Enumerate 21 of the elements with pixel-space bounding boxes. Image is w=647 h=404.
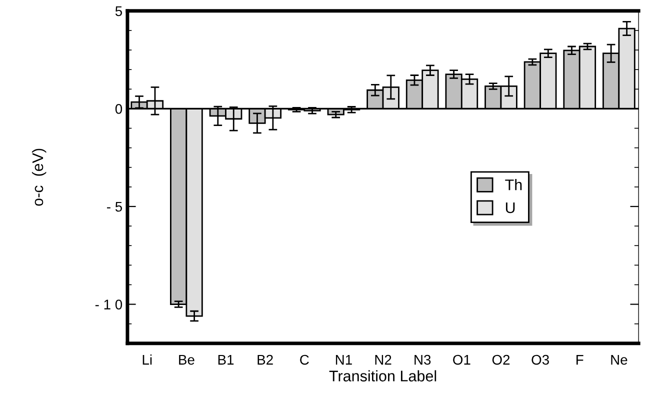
x-tick-label: Be <box>179 355 194 365</box>
legend-label: U <box>506 202 515 214</box>
y-tick-label: 5 <box>115 6 122 16</box>
x-tick-label: N1 <box>336 355 352 365</box>
x-tick-label: O3 <box>532 354 549 365</box>
x-axis-title: Transition Label <box>329 370 436 382</box>
x-tick-label: Li <box>142 354 152 365</box>
legend-label: Th <box>505 179 522 190</box>
y-tick-label: - 1 0 <box>95 300 122 310</box>
x-tick-label: N3 <box>414 354 431 365</box>
x-tick-label: C <box>300 354 309 365</box>
x-tick-label: F <box>576 355 584 365</box>
x-tick-label: N2 <box>375 354 392 365</box>
x-tick-label: O2 <box>492 354 510 365</box>
x-tick-label: Ne <box>611 355 628 365</box>
x-tick-label: B2 <box>258 354 273 365</box>
x-tick-label: O1 <box>453 354 470 365</box>
y-tick-label: - 5 <box>107 202 122 212</box>
x-tick-label: B1 <box>218 355 234 365</box>
y-axis-title: o-c (eV) <box>32 148 46 206</box>
y-tick-label: 0 <box>115 104 122 114</box>
